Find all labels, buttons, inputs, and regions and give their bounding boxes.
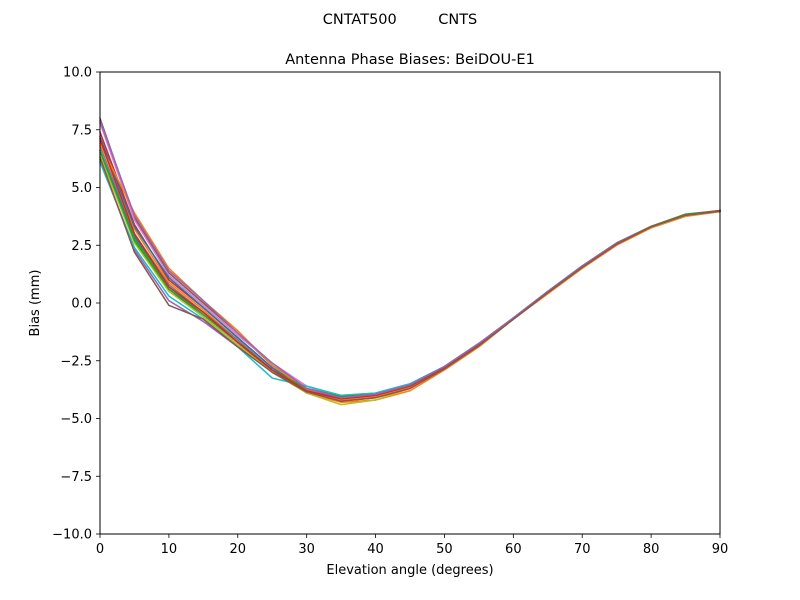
y-tick-label: 5.0 xyxy=(71,181,92,196)
y-tick-label: −5.0 xyxy=(60,412,92,427)
x-tick-label: 70 xyxy=(574,542,591,557)
y-tick-label: 0.0 xyxy=(71,297,92,312)
series-layer xyxy=(98,117,721,406)
series-line-15 xyxy=(99,119,721,399)
x-tick-label: 80 xyxy=(643,542,660,557)
x-tick-label: 60 xyxy=(505,542,522,557)
x-tick-label: 90 xyxy=(712,542,729,557)
chart-title: Antenna Phase Biases: BeiDOU-E1 xyxy=(285,52,535,68)
x-tick-label: 0 xyxy=(96,542,104,557)
y-axis-label: Bias (mm) xyxy=(28,270,43,337)
series-line-16 xyxy=(99,156,721,402)
y-tick-label: −2.5 xyxy=(60,354,92,369)
x-axis-ticks: 0 10 20 30 40 50 60 70 80 90 xyxy=(96,534,728,557)
x-tick-label: 30 xyxy=(298,542,315,557)
y-tick-label: 2.5 xyxy=(71,239,92,254)
x-axis-label: Elevation angle (degrees) xyxy=(326,563,493,578)
y-tick-label: −7.5 xyxy=(60,470,92,485)
figure-suptitle: CNTAT500 CNTS xyxy=(323,12,478,28)
y-axis-ticks: −10.0 −7.5 −5.0 −2.5 0.0 2.5 5.0 7.5 10.0 xyxy=(52,66,100,543)
x-tick-label: 20 xyxy=(230,542,247,557)
x-tick-label: 50 xyxy=(436,542,453,557)
y-tick-label: 7.5 xyxy=(71,123,92,138)
y-tick-label: 10.0 xyxy=(63,66,92,81)
x-tick-label: 10 xyxy=(161,542,178,557)
series-line-2 xyxy=(99,140,721,404)
x-tick-label: 40 xyxy=(367,542,384,557)
y-tick-label: −10.0 xyxy=(52,528,92,543)
